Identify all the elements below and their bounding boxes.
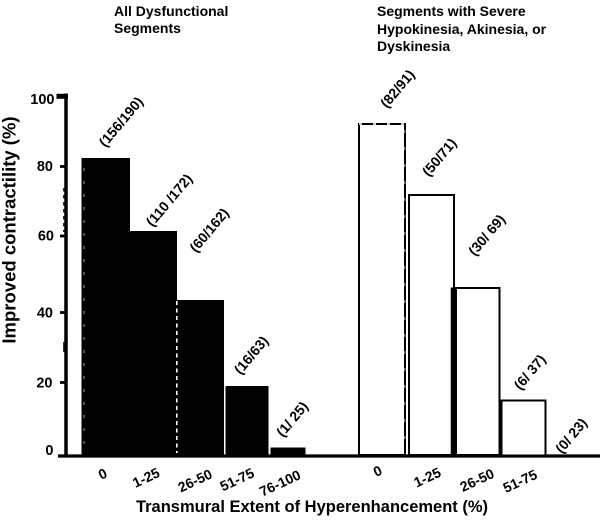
svg-text:Dyskinesia: Dyskinesia (377, 38, 450, 54)
svg-text:80: 80 (37, 159, 53, 175)
svg-text:Improved contractility (%): Improved contractility (%) (0, 116, 20, 343)
svg-text:100: 100 (30, 92, 54, 108)
svg-text:0: 0 (45, 443, 53, 459)
svg-text:All Dysfunctional: All Dysfunctional (114, 3, 228, 19)
svg-text:Hypokinesia, Akinesia, or: Hypokinesia, Akinesia, or (377, 21, 547, 37)
svg-text:60: 60 (38, 229, 54, 245)
svg-text:20: 20 (36, 376, 52, 392)
svg-text:Segments with Severe: Segments with Severe (377, 3, 526, 19)
svg-text:Transmural Extent of Hyperenha: Transmural Extent of Hyperenhancement (%… (136, 498, 488, 516)
svg-text:Segments: Segments (114, 20, 181, 36)
svg-text:40: 40 (37, 306, 53, 322)
